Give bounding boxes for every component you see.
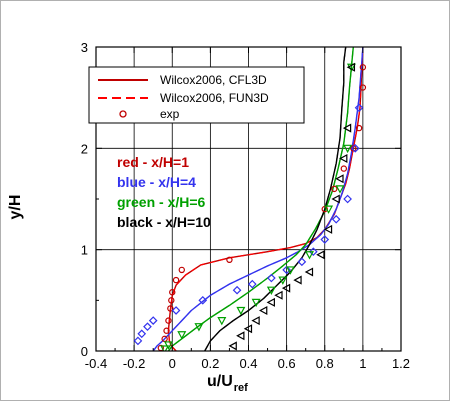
exp-marker-x-h-6 [163,341,173,350]
exp-marker-x-h-4 [308,247,318,257]
x-tick-label: 1.2 [392,356,410,371]
exp-marker-x-h-10 [335,174,344,184]
exp-marker-x-h-1 [359,64,367,71]
series-line-x-h-4-fun3d [152,47,364,351]
exp-marker-x-h-10 [346,62,356,72]
exp-marker-x-h-1 [163,327,170,334]
exp-marker-x-h-4 [331,214,341,224]
exp-marker-x-h-10 [274,290,283,300]
legend-label-cfl3d: Wilcox2006, CFL3D [160,73,267,87]
exp-marker-x-h-4 [350,143,360,153]
exp-marker-x-h-6 [285,266,295,275]
x-axis-label: u/Uref [207,373,248,394]
x-tick-label: 1 [359,356,366,371]
exp-marker-x-h-6 [236,306,246,316]
annotation-black: black - x/H=10 [117,214,211,230]
exp-marker-x-h-6 [217,317,227,326]
exp-marker-x-h-4 [148,316,158,325]
legend-swatch-exp [119,110,127,118]
exp-marker-x-h-6 [251,298,261,308]
y-tick-label: 3 [81,40,88,55]
annotation-red: red - x/H=1 [117,154,189,170]
exp-marker-x-h-4 [297,257,307,267]
axis-ticks [95,46,402,352]
y-tick-label: 1 [81,243,88,258]
exp-marker-x-h-1 [167,305,174,312]
x-tick-label: -0.4 [85,356,107,371]
y-axis-label: y/H [7,195,24,220]
annotations: red - x/H=1 blue - x/H=4 green - x/H=6 b… [117,154,211,230]
exp-marker-x-h-6 [160,345,170,351]
exp-marker-x-h-4 [137,329,147,339]
exp-marker-x-h-4 [232,285,242,295]
y-tick-label: 2 [81,141,88,156]
exp-marker-x-h-4 [282,265,291,275]
exp-marker-x-h-10 [331,194,340,204]
x-tick-label: 0.8 [316,356,334,371]
exp-marker-x-h-1 [359,84,367,91]
exp-marker-x-h-6 [194,323,204,332]
exp-marker-x-h-6 [335,185,345,194]
exp-marker-x-h-10 [339,153,348,163]
x-tick-label: 0.2 [201,356,219,371]
exp-marker-x-h-6 [278,276,288,285]
y-tick-labels: 0 1 2 3 [81,40,88,359]
exp-marker-x-h-10 [243,324,253,334]
exp-marker-x-h-1 [226,256,233,263]
annotation-green: green - x/H=6 [117,194,206,210]
exp-marker-x-h-6 [177,331,187,340]
exp-marker-x-h-10 [293,275,302,285]
legend-label-fun3d: Wilcox2006, FUN3D [160,91,269,105]
exp-marker-x-h-10 [342,123,352,133]
exp-marker-x-h-1 [178,266,185,274]
exp-marker-x-h-4 [354,103,364,113]
x-tick-label: -0.2 [123,356,145,371]
exp-marker-x-h-4 [133,336,143,346]
exp-marker-x-h-4 [171,306,181,315]
exp-marker-x-h-10 [281,283,291,293]
exp-marker-x-h-1 [331,185,338,193]
exp-marker-x-h-10 [323,224,333,234]
series-line-x-h-10-fun3d [204,47,347,351]
exp-marker-x-h-4 [198,295,208,305]
experiment-markers [133,62,367,351]
legend-box [88,66,305,124]
exp-marker-x-h-1 [168,297,175,304]
exp-marker-x-h-4 [343,194,352,204]
legend: Wilcox2006, CFL3D Wilcox2006, FUN3D exp [88,66,305,124]
annotation-blue: blue - x/H=4 [117,174,196,190]
exp-marker-x-h-10 [236,331,245,341]
exp-marker-x-h-4 [247,279,257,289]
x-tick-label: 0 [169,356,176,371]
exp-marker-x-h-4 [320,235,330,244]
exp-marker-x-h-6 [343,144,353,154]
x-tick-labels: -0.4 -0.2 0 0.2 0.4 0.6 0.8 1 1.2 [85,356,410,371]
exp-marker-x-h-10 [266,297,275,307]
exp-marker-x-h-4 [143,322,152,332]
exp-marker-x-h-10 [258,305,268,315]
exp-marker-x-h-10 [228,341,237,351]
exp-marker-x-h-1 [165,317,172,324]
exp-marker-x-h-6 [346,63,356,73]
y-tick-label: 0 [81,344,88,359]
exp-marker-x-h-1 [169,289,176,296]
exp-marker-x-h-1 [355,124,363,132]
exp-marker-x-h-6 [324,205,334,214]
legend-label-exp: exp [160,107,180,121]
exp-marker-x-h-10 [304,267,314,277]
exp-marker-x-h-1 [172,276,180,284]
x-tick-label: 0.4 [239,356,257,371]
x-tick-label: 0.6 [278,356,296,371]
exp-marker-x-h-4 [267,273,276,283]
exp-marker-x-h-1 [350,145,357,152]
exp-marker-x-h-6 [266,286,276,295]
exp-marker-x-h-1 [340,165,348,172]
exp-marker-x-h-10 [316,250,325,260]
exp-marker-x-h-6 [304,251,315,260]
exp-marker-x-h-10 [251,316,260,326]
